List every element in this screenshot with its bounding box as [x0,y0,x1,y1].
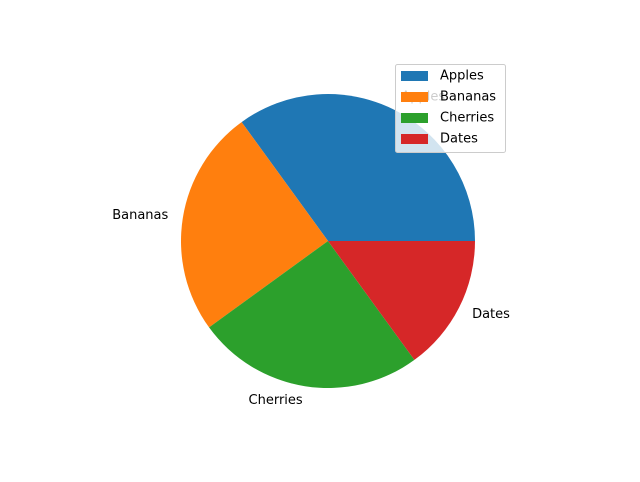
legend-swatch-apples [401,71,428,81]
legend-swatch-dates [401,134,428,144]
legend-label-bananas: Bananas [440,90,496,105]
slice-label-cherries: Cherries [249,393,303,408]
slice-label-dates: Dates [472,307,510,322]
legend: Apples Bananas Cherries Dates [395,64,506,153]
legend-label-dates: Dates [440,132,478,147]
pie-slice-bananas [181,122,328,328]
legend-swatch-bananas [401,92,428,102]
legend-swatch-cherries [401,113,428,123]
legend-label-apples: Apples [440,69,484,84]
legend-frame [395,64,506,153]
pie-slice-cherries [209,241,415,388]
legend-label-cherries: Cherries [440,111,494,126]
pie-slice-dates [328,241,475,360]
slice-label-bananas: Bananas [112,208,168,223]
